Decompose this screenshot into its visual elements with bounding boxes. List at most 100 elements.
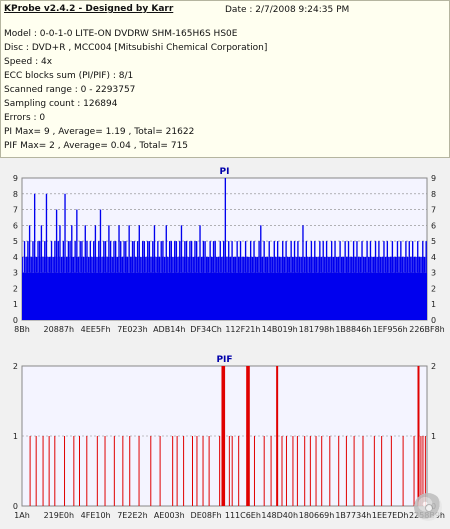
pi-dense-bar xyxy=(141,256,143,273)
pi-dense-bar xyxy=(381,256,383,273)
pi-dense-bar xyxy=(234,256,236,273)
pi-dense-bar xyxy=(79,256,81,273)
y-tick-right: 6 xyxy=(431,221,436,230)
pi-dense-bar xyxy=(378,256,379,273)
y-tick-left: 0 xyxy=(13,502,18,511)
pi-dense-bar xyxy=(77,256,79,273)
pi-dense-bar xyxy=(182,256,184,273)
y-tick-left: 4 xyxy=(13,253,18,262)
pi-dense-bar xyxy=(146,256,148,273)
pi-dense-bar xyxy=(214,256,216,273)
info-disc: Disc : DVD+R , MCC004 [Mitsubishi Chemic… xyxy=(4,43,268,53)
pi-dense-bar xyxy=(217,256,219,273)
pi-dense-bar xyxy=(349,256,351,273)
pi-dense-bar xyxy=(135,256,136,273)
pi-dense-bar xyxy=(275,256,277,273)
pi-dense-bar xyxy=(280,256,282,273)
pi-dense-bar xyxy=(199,256,201,273)
y-tick-left: 1 xyxy=(13,300,18,309)
y-tick-right: 2 xyxy=(431,362,436,371)
pi-dense-bar xyxy=(187,256,189,273)
pi-dense-bar xyxy=(362,256,364,273)
pi-dense-bar xyxy=(420,256,422,273)
pi-dense-bar xyxy=(319,256,320,273)
pi-dense-bar xyxy=(207,256,209,273)
y-tick-left: 9 xyxy=(13,174,18,183)
pi-dense-bar xyxy=(28,256,30,273)
x-tick-label: 1B7734h xyxy=(335,511,371,520)
pi-dense-bar xyxy=(400,256,401,273)
pi-dense-bar xyxy=(366,256,368,273)
pi-dense-bar xyxy=(384,256,386,273)
pi-dense-bar xyxy=(310,256,312,273)
pi-dense-bar xyxy=(401,256,403,273)
disc-icon xyxy=(414,493,442,521)
pi-dense-bar xyxy=(200,256,202,273)
pi-dense-bar xyxy=(37,256,39,273)
pi-dense-bar xyxy=(128,256,130,273)
pi-dense-bar xyxy=(351,256,352,273)
y-tick-right: 8 xyxy=(431,190,436,199)
y-tick-left: 6 xyxy=(13,221,18,230)
pi-dense-bar xyxy=(224,256,226,273)
pi-dense-bar xyxy=(94,256,96,273)
pi-dense-bar xyxy=(82,256,84,273)
pi-dense-bar xyxy=(52,256,54,273)
pi-dense-bar xyxy=(121,256,123,273)
pi-dense-bar xyxy=(153,256,155,273)
pi-dense-bar xyxy=(259,256,261,273)
pi-dense-bar xyxy=(268,256,270,273)
pi-dense-bar xyxy=(55,256,57,273)
pi-dense-bar xyxy=(35,256,37,273)
pi-dense-bar xyxy=(116,256,118,273)
pi-dense-bar xyxy=(65,256,67,273)
y-tick-right: 3 xyxy=(431,269,436,278)
pi-dense-bar xyxy=(190,256,192,273)
pi-dense-bar xyxy=(398,256,400,273)
pi-dense-bar xyxy=(47,256,49,273)
pi-dense-bar xyxy=(86,256,88,273)
pi-dense-bar xyxy=(123,256,125,273)
pi-dense-bar xyxy=(111,256,113,273)
pi-dense-bar xyxy=(298,256,300,273)
pi-dense-bar xyxy=(389,256,391,273)
pi-dense-bar xyxy=(313,256,315,273)
pi-dense-bar xyxy=(356,256,358,273)
pi-chart-panel: PI 0 0 1 1 2 2 3 3 4 4 5 5 6 6 7 7 8 8 9 9 8Bh 20887h 4EE5Fh 7E0… xyxy=(0,160,450,342)
pi-dense-bar xyxy=(425,256,427,273)
pi-dense-bar xyxy=(76,256,77,273)
x-tick-label: AE003h xyxy=(154,511,185,520)
pi-dense-bar xyxy=(124,256,126,273)
pi-dense-bar xyxy=(205,256,207,273)
y-tick-right: 1 xyxy=(431,300,436,309)
y-tick-left: 0 xyxy=(13,316,18,325)
pi-dense-bar xyxy=(145,256,147,273)
info-pif-summary: PIF Max= 2 , Average= 0.04 , Total= 715 xyxy=(4,141,189,151)
pi-dense-bar xyxy=(394,256,396,273)
x-tick-label: 8Bh xyxy=(14,325,30,334)
pi-dense-bar xyxy=(256,256,258,273)
pi-baseline-fill xyxy=(22,272,427,320)
x-tick-label: DF34Ch xyxy=(190,325,222,334)
pi-dense-bar xyxy=(364,256,366,273)
pi-dense-bar xyxy=(329,256,331,273)
pi-dense-bar xyxy=(118,256,120,273)
pi-dense-bar xyxy=(219,256,221,273)
pi-dense-bar xyxy=(423,256,425,273)
pi-dense-bar xyxy=(194,256,196,273)
pi-dense-bar xyxy=(113,256,115,273)
pi-dense-bar xyxy=(265,256,266,273)
pi-dense-bar xyxy=(168,256,170,273)
pi-dense-bar xyxy=(393,256,395,273)
pi-dense-bar xyxy=(74,256,76,273)
pi-dense-bar xyxy=(99,256,101,273)
y-tick-right: 0 xyxy=(431,316,436,325)
pi-dense-bar xyxy=(359,256,361,273)
pi-chart: PI 0 0 1 1 2 2 3 3 4 4 5 5 6 6 7 7 8 8 9 9 8Bh 20887h 4EE5Fh 7E0… xyxy=(13,167,445,334)
pi-dense-bar xyxy=(138,256,140,273)
y-tick-right: 2 xyxy=(431,284,436,293)
pi-dense-bar xyxy=(379,256,381,273)
pi-dense-bar xyxy=(244,256,246,273)
x-tick-label: 1EF956h xyxy=(373,325,408,334)
info-panel: KProbe v2.4.2 - Designed by Karr Date : … xyxy=(0,0,450,158)
